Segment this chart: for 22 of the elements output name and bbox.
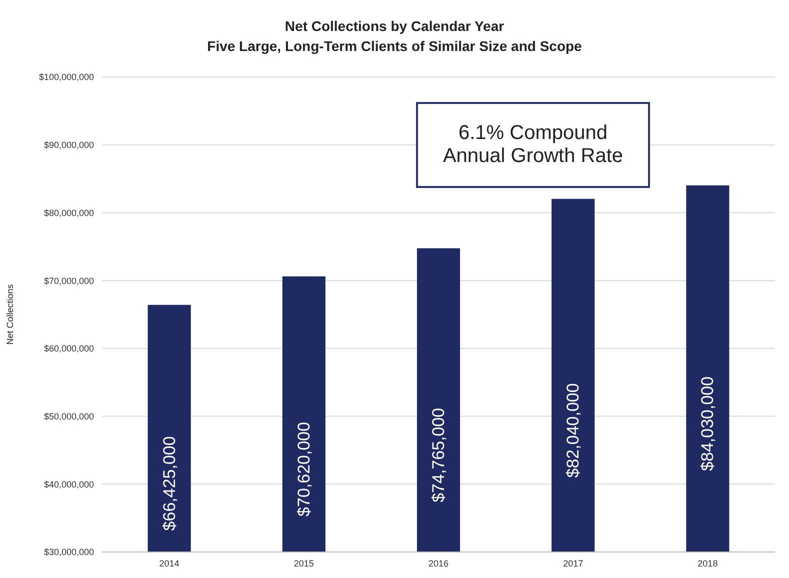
- data-label: $84,030,000: [698, 376, 718, 471]
- chart-title: Net Collections by Calendar Year: [284, 18, 506, 34]
- data-label: $74,765,000: [429, 408, 448, 502]
- x-tick-label: 2017: [563, 558, 584, 568]
- data-label: $70,620,000: [294, 422, 314, 516]
- y-tick-label: $100,000,000: [38, 72, 94, 82]
- y-tick-label: $60,000,000: [44, 344, 94, 354]
- y-tick-label: $80,000,000: [44, 208, 94, 218]
- x-tick-label: 2018: [698, 558, 718, 568]
- y-tick-label: $70,000,000: [44, 276, 94, 286]
- x-tick-label: 2015: [294, 558, 314, 568]
- annotation: 6.1% Compound Annual Growth Rate: [416, 102, 650, 188]
- y-tick-label: $50,000,000: [44, 411, 94, 422]
- x-tick-label: 2014: [159, 558, 180, 568]
- y-axis-title: Net Collections: [5, 284, 16, 345]
- y-tick-label: $40,000,000: [44, 479, 94, 490]
- data-label: $82,040,000: [564, 383, 583, 478]
- y-tick-label: $30,000,000: [44, 547, 94, 558]
- data-label: $66,425,000: [160, 436, 179, 531]
- chart-subtitle: Five Large, Long-Term Clients of Similar Size and Scope: [206, 38, 583, 54]
- y-tick-label: $90,000,000: [44, 140, 94, 150]
- x-tick-label: 2016: [428, 558, 449, 568]
